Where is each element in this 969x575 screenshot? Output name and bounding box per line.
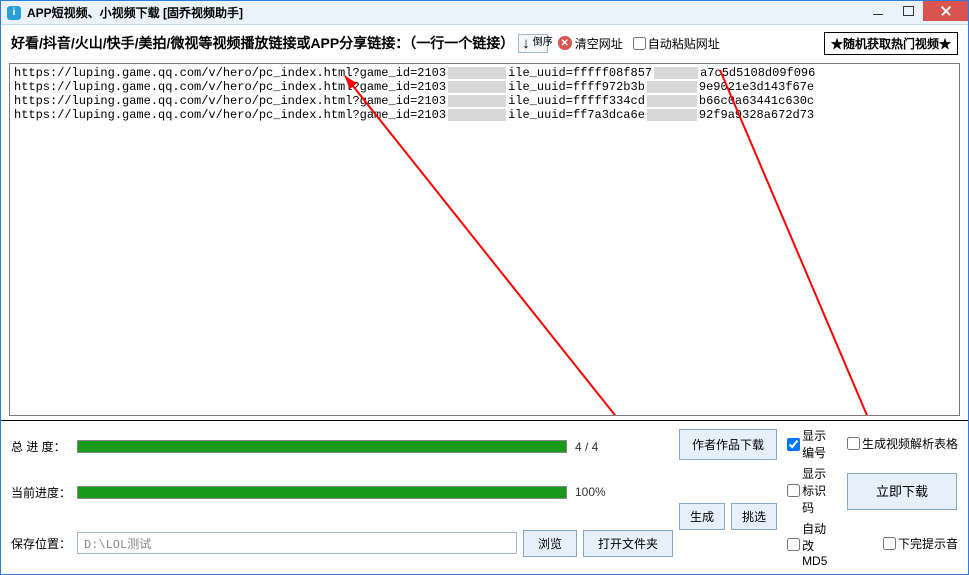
show-number-input[interactable] xyxy=(787,438,800,451)
gen-table-checkbox[interactable]: 生成视频解析表格 xyxy=(847,435,958,452)
total-progress-label: 总 进 度： xyxy=(11,438,71,455)
window-controls xyxy=(863,1,968,25)
finish-sound-input[interactable] xyxy=(883,537,896,550)
auto-md5-input[interactable] xyxy=(787,538,800,551)
open-folder-button[interactable]: 打开文件夹 xyxy=(583,530,673,557)
toolbar: 好看/抖音/火山/快手/美拍/微视等视频播放链接或APP分享链接：（一行一个链接… xyxy=(1,25,968,61)
url-textarea[interactable]: https://luping.game.qq.com/v/hero/pc_ind… xyxy=(9,63,960,416)
author-works-button[interactable]: 作者作品下载 xyxy=(679,429,777,460)
sort-button[interactable]: ↓ 倒序 xyxy=(518,34,548,53)
auto-paste-input[interactable] xyxy=(633,37,646,50)
url-line: https://luping.game.qq.com/v/hero/pc_ind… xyxy=(14,80,955,94)
app-icon: i xyxy=(7,6,21,20)
download-button[interactable]: 立即下载 xyxy=(847,473,957,510)
total-progress-bar xyxy=(77,440,567,453)
show-id-checkbox[interactable]: 显示标识码 xyxy=(787,465,837,516)
clear-icon: ✕ xyxy=(558,36,572,50)
url-line: https://luping.game.qq.com/v/hero/pc_ind… xyxy=(14,94,955,108)
maximize-button[interactable] xyxy=(893,1,923,21)
current-progress-label: 当前进度： xyxy=(11,484,71,501)
url-line: https://luping.game.qq.com/v/hero/pc_ind… xyxy=(14,66,955,80)
show-number-checkbox[interactable]: 显示编号 xyxy=(787,427,837,461)
close-button[interactable] xyxy=(923,1,968,21)
show-id-input[interactable] xyxy=(787,484,800,497)
auto-paste-checkbox[interactable]: 自动粘贴网址 xyxy=(633,35,720,52)
sort-label: 倒序 xyxy=(533,38,544,48)
pick-button[interactable]: 挑选 xyxy=(731,503,777,530)
window-title: APP短视频、小视频下载 [固乔视频助手] xyxy=(27,4,243,21)
show-id-label: 显示标识码 xyxy=(802,465,837,516)
current-progress-text: 100% xyxy=(575,485,606,499)
instruction-text: 好看/抖音/火山/快手/美拍/微视等视频播放链接或APP分享链接：（一行一个链接… xyxy=(11,33,514,53)
titlebar: i APP短视频、小视频下载 [固乔视频助手] xyxy=(1,1,968,25)
current-progress-bar xyxy=(77,486,567,499)
generate-button[interactable]: 生成 xyxy=(679,503,725,530)
gen-table-input[interactable] xyxy=(847,437,860,450)
bottom-panel: 总 进 度： 4 / 4 作者作品下载 显示编号 生成视频解析表格 xyxy=(1,420,968,574)
show-number-label: 显示编号 xyxy=(802,427,837,461)
finish-sound-label: 下完提示音 xyxy=(898,535,958,552)
finish-sound-checkbox[interactable]: 下完提示音 xyxy=(883,535,958,552)
random-fetch-button[interactable]: ★随机获取热门视频★ xyxy=(824,32,958,55)
clear-label: 清空网址 xyxy=(575,35,623,52)
auto-md5-label: 自动改MD5 xyxy=(802,520,837,568)
gen-table-label: 生成视频解析表格 xyxy=(862,435,958,452)
minimize-button[interactable] xyxy=(863,1,893,21)
auto-paste-label: 自动粘贴网址 xyxy=(648,35,720,52)
total-progress-text: 4 / 4 xyxy=(575,440,598,454)
browse-button[interactable]: 浏览 xyxy=(523,530,577,557)
auto-md5-checkbox[interactable]: 自动改MD5 xyxy=(787,520,837,568)
save-location-label: 保存位置： xyxy=(11,535,71,552)
sort-arrow-icon: ↓ xyxy=(522,36,530,51)
save-path-input[interactable] xyxy=(77,532,517,554)
url-line: https://luping.game.qq.com/v/hero/pc_ind… xyxy=(14,108,955,122)
clear-urls-button[interactable]: ✕ 清空网址 xyxy=(552,33,629,54)
